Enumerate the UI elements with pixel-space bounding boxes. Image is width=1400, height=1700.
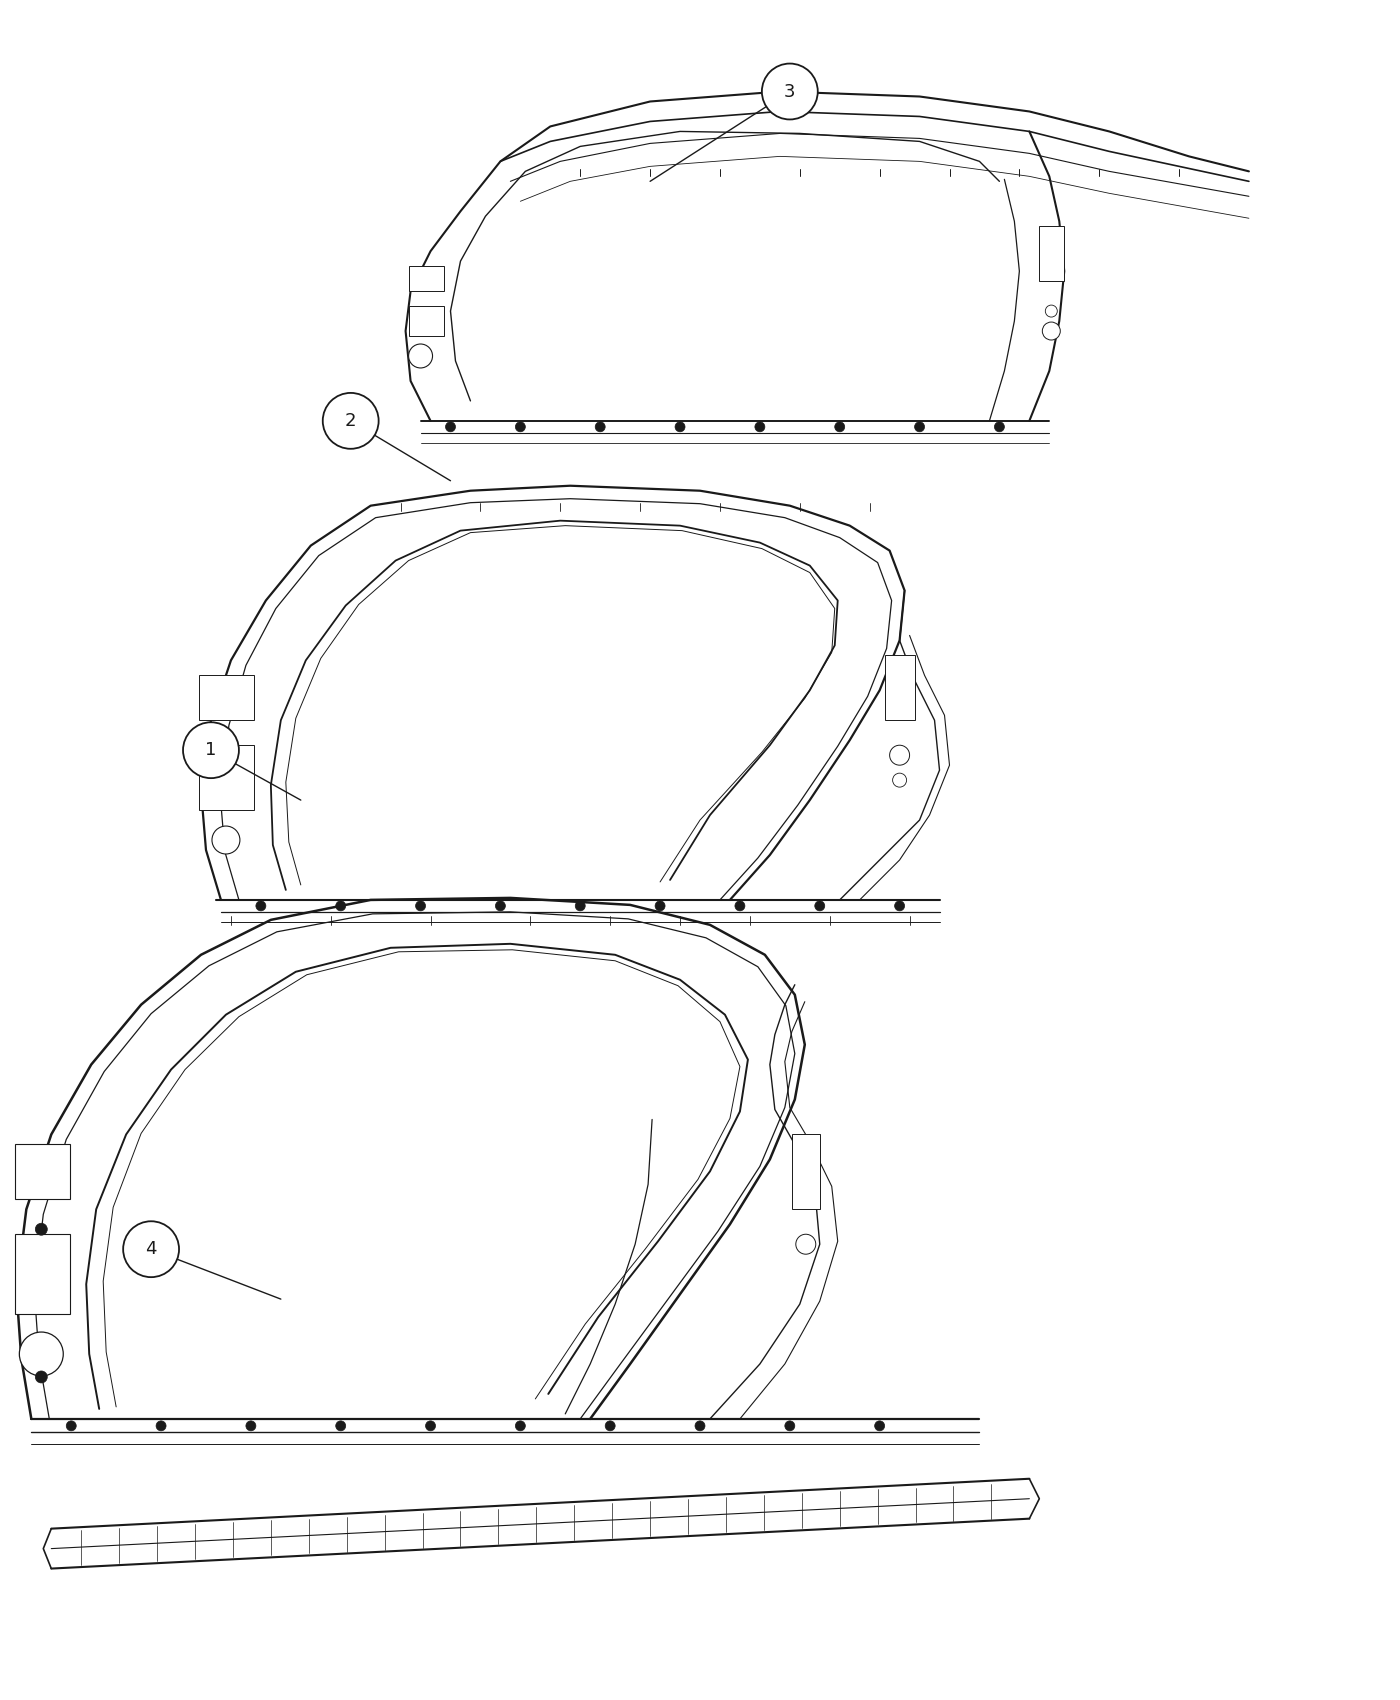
Text: 3: 3 [784,83,795,100]
Circle shape [675,422,685,432]
Circle shape [256,901,266,911]
Bar [885,656,914,721]
Circle shape [211,826,239,853]
Circle shape [515,1421,525,1431]
Circle shape [155,1421,167,1431]
Circle shape [895,901,904,911]
Circle shape [795,1234,816,1255]
Circle shape [426,1421,435,1431]
Bar [15,1234,70,1314]
Circle shape [875,1421,885,1431]
Circle shape [605,1421,615,1431]
Circle shape [409,343,433,367]
Circle shape [336,901,346,911]
Circle shape [1046,304,1057,318]
Text: 2: 2 [344,411,357,430]
Circle shape [575,901,585,911]
Circle shape [735,901,745,911]
Circle shape [994,422,1004,432]
Circle shape [496,901,505,911]
Circle shape [35,1370,48,1382]
Circle shape [515,422,525,432]
Bar [409,306,444,337]
Bar [792,1134,820,1209]
Bar [1039,226,1064,280]
Circle shape [595,422,605,432]
Circle shape [416,901,426,911]
Circle shape [246,1421,256,1431]
Circle shape [889,745,910,765]
Circle shape [123,1221,179,1277]
Circle shape [914,422,924,432]
Circle shape [323,393,378,449]
Circle shape [762,63,818,119]
Circle shape [183,722,239,779]
Circle shape [216,740,237,760]
Circle shape [35,1224,48,1236]
Bar [15,1144,70,1198]
Bar [199,745,253,811]
Text: 1: 1 [206,741,217,760]
Circle shape [893,774,907,787]
Circle shape [655,901,665,911]
Circle shape [694,1421,706,1431]
Circle shape [815,901,825,911]
Circle shape [445,422,455,432]
Circle shape [336,1421,346,1431]
Circle shape [834,422,844,432]
Text: 4: 4 [146,1241,157,1258]
Circle shape [755,422,764,432]
Bar [199,675,253,721]
Circle shape [66,1421,76,1431]
Circle shape [20,1333,63,1375]
Circle shape [1043,321,1060,340]
Circle shape [785,1421,795,1431]
Bar [409,267,444,291]
